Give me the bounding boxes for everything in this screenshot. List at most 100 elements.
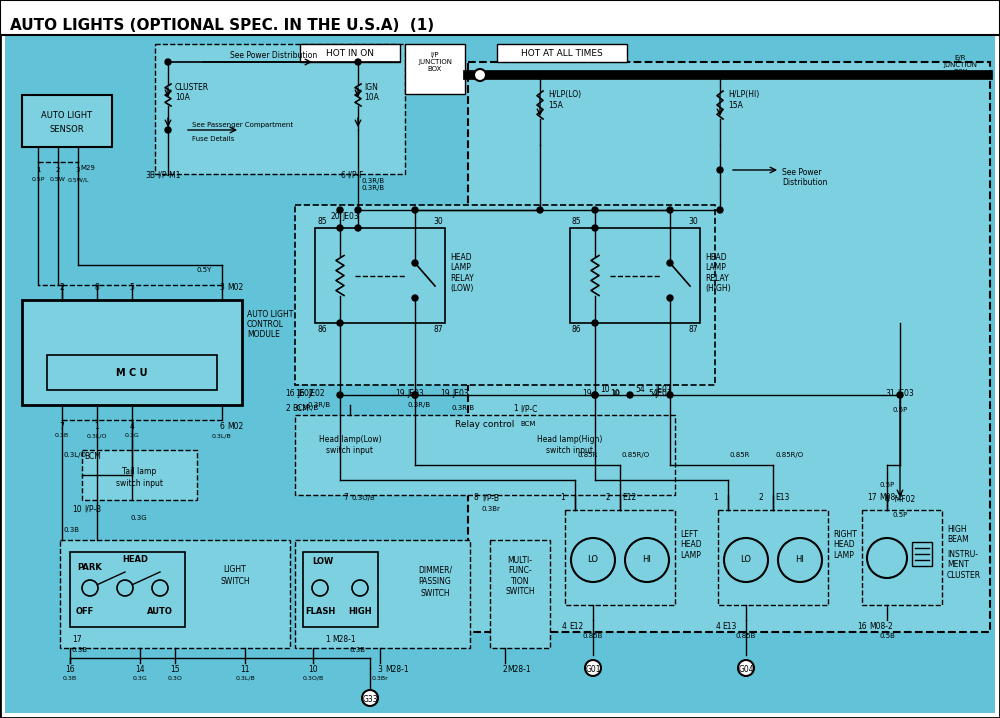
Text: 2: 2 (758, 493, 763, 502)
Text: 16: 16 (857, 622, 867, 631)
Text: 10: 10 (600, 386, 610, 394)
Bar (82, 450, 197, 500)
Circle shape (717, 207, 723, 213)
Text: 11: 11 (240, 665, 250, 674)
Bar (47, 355, 217, 390)
Circle shape (592, 320, 598, 326)
Text: 19: 19 (440, 388, 450, 398)
Text: JE02: JE02 (308, 388, 325, 398)
Text: 0.5P: 0.5P (892, 512, 908, 518)
Text: 0.3L/B: 0.3L/B (235, 676, 255, 681)
Text: MULTI-
FUNC-
TION
SWITCH: MULTI- FUNC- TION SWITCH (505, 556, 535, 596)
Text: 2: 2 (605, 493, 610, 502)
Text: 17: 17 (72, 635, 82, 645)
Text: JE03: JE03 (897, 388, 914, 398)
Circle shape (312, 580, 328, 596)
Text: 86: 86 (317, 325, 327, 334)
Text: 0.3G: 0.3G (133, 676, 147, 681)
Text: 15A: 15A (728, 101, 743, 110)
Text: Tail lamp: Tail lamp (122, 467, 156, 477)
Bar (155, 44, 405, 174)
Text: LOW: LOW (312, 557, 334, 567)
Text: M08-2: M08-2 (879, 493, 903, 502)
Text: JE01: JE01 (655, 386, 672, 394)
Text: 14: 14 (135, 665, 145, 674)
Text: 54: 54 (648, 388, 658, 398)
Text: M02: M02 (227, 422, 243, 431)
Circle shape (571, 538, 615, 582)
Circle shape (592, 392, 598, 398)
Bar (70, 552, 185, 627)
Circle shape (667, 207, 673, 213)
Bar (315, 228, 445, 323)
Bar (862, 510, 942, 605)
Circle shape (592, 225, 598, 231)
Text: MODULE: MODULE (247, 330, 280, 339)
Text: 0.5P: 0.5P (892, 407, 908, 413)
Text: 0.3R/B: 0.3R/B (362, 178, 385, 184)
Circle shape (355, 207, 361, 213)
Text: IGN: IGN (364, 83, 378, 93)
Text: M28-1: M28-1 (385, 665, 409, 674)
Bar (570, 228, 700, 323)
Text: 0.3R/B: 0.3R/B (362, 185, 385, 191)
Text: M02: M02 (227, 283, 243, 292)
Text: LEFT
HEAD
LAMP: LEFT HEAD LAMP (680, 530, 702, 560)
Text: 0.85B: 0.85B (736, 633, 756, 639)
Text: 87: 87 (433, 325, 443, 334)
Circle shape (738, 660, 754, 676)
Text: 54: 54 (635, 386, 645, 394)
Text: SENSOR: SENSOR (50, 124, 84, 134)
Text: CLUSTER: CLUSTER (175, 83, 209, 93)
Bar (490, 540, 550, 648)
Text: M29: M29 (80, 165, 95, 171)
Text: 7: 7 (343, 493, 348, 503)
Text: 16: 16 (65, 665, 75, 674)
Text: E12: E12 (622, 493, 636, 502)
Text: E12: E12 (569, 622, 583, 631)
Text: 17: 17 (867, 493, 877, 502)
Text: 8: 8 (95, 283, 99, 292)
Text: HOT AT ALL TIMES: HOT AT ALL TIMES (521, 49, 603, 57)
Circle shape (412, 392, 418, 398)
Text: 0.3L/O: 0.3L/O (64, 452, 87, 458)
Text: LIGHT: LIGHT (224, 566, 246, 574)
Text: 0.5P: 0.5P (879, 482, 894, 488)
Text: INSTRU-
MENT
CLUSTER: INSTRU- MENT CLUSTER (947, 550, 981, 580)
Text: G01: G01 (585, 664, 601, 673)
Text: 2: 2 (503, 665, 507, 674)
Circle shape (337, 320, 343, 326)
Text: AUTO: AUTO (147, 607, 173, 617)
Text: 0.3G: 0.3G (131, 515, 147, 521)
Text: HI: HI (796, 556, 804, 564)
Text: 85: 85 (317, 217, 327, 226)
Text: JE03: JE03 (452, 388, 469, 398)
Text: 0.3L/O: 0.3L/O (87, 433, 107, 438)
Circle shape (117, 580, 133, 596)
Circle shape (337, 207, 343, 213)
Text: 85: 85 (572, 217, 582, 226)
Bar (300, 44, 400, 62)
Text: 3: 3 (378, 665, 382, 674)
Text: PARK: PARK (78, 562, 102, 572)
Text: 10: 10 (72, 505, 82, 514)
Text: JE02: JE02 (297, 388, 314, 398)
Text: 0.85R/O: 0.85R/O (775, 452, 803, 458)
Text: 0.5W/L: 0.5W/L (67, 177, 89, 182)
Text: E13: E13 (722, 622, 736, 631)
Text: M08-2: M08-2 (869, 622, 893, 631)
Text: Fuse Details: Fuse Details (192, 136, 234, 142)
Circle shape (667, 295, 673, 301)
Circle shape (337, 392, 343, 398)
Circle shape (627, 392, 633, 398)
Text: I/P-M1: I/P-M1 (157, 170, 180, 180)
Bar (912, 542, 932, 566)
Text: 3: 3 (76, 167, 80, 173)
Circle shape (474, 69, 486, 81)
Text: 10: 10 (611, 390, 620, 396)
Text: 2: 2 (60, 283, 64, 292)
Text: Head lamp(High)
switch input: Head lamp(High) switch input (537, 435, 603, 454)
Text: 15A: 15A (548, 101, 563, 110)
Text: AUTO LIGHT: AUTO LIGHT (41, 111, 93, 119)
Text: 0.3B: 0.3B (350, 647, 366, 653)
